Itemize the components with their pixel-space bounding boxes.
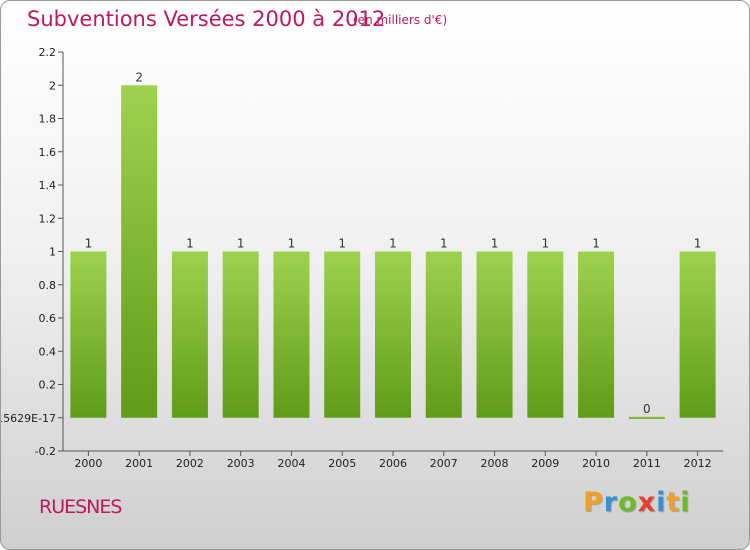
bar [375, 251, 411, 418]
bar [425, 251, 462, 418]
y-tick-label: 1.4 [39, 179, 57, 192]
bar [628, 416, 665, 419]
bar-value-label: 1 [338, 237, 346, 251]
bar-value-label: 1 [694, 237, 702, 251]
y-tick-label: 0.6 [39, 312, 57, 325]
x-tick-label: 2001 [125, 457, 153, 470]
y-tick-label: -0.2 [35, 445, 56, 458]
logo-letter: i [680, 487, 691, 518]
bar [70, 251, 107, 418]
x-tick-label: 2007 [430, 457, 458, 470]
bar-value-label: 2 [135, 70, 143, 84]
x-tick-label: 2011 [633, 457, 661, 470]
y-tick-label: 1.8 [39, 113, 57, 126]
bar-value-label: 1 [288, 237, 296, 251]
unit-note: (en milliers d'€) [353, 13, 448, 27]
bar [679, 251, 716, 418]
x-tick-label: 2000 [74, 457, 102, 470]
bar [273, 251, 310, 418]
bar-value-label: 1 [592, 237, 600, 251]
town-name: RUESNES [39, 496, 122, 518]
bar-value-label: 1 [389, 237, 397, 251]
y-tick-label: 1.2 [39, 212, 57, 225]
bar [324, 251, 361, 418]
y-tick-label: 2 [49, 79, 56, 92]
x-tick-label: 2003 [227, 457, 255, 470]
x-tick-label: 2002 [176, 457, 204, 470]
chart-title: Subventions Versées 2000 à 2012 [27, 7, 386, 31]
logo-letter: t [666, 487, 681, 518]
proxiti-logo[interactable]: Proxiti [583, 487, 691, 518]
x-tick-label: 2012 [684, 457, 712, 470]
y-tick-label: 2.2 [39, 46, 57, 59]
x-tick-label: 2006 [379, 457, 407, 470]
x-tick-label: 2005 [328, 457, 356, 470]
bar-value-label: 1 [491, 237, 499, 251]
logo-letter: i [656, 487, 667, 518]
logo-letter: o [618, 487, 638, 518]
x-tick-label: 2008 [481, 457, 509, 470]
bar [578, 251, 615, 418]
logo-letter: P [583, 487, 604, 518]
logo-letter: r [603, 487, 619, 518]
bar-value-label: 1 [541, 237, 549, 251]
bar [121, 85, 158, 418]
x-tick-label: 2009 [531, 457, 559, 470]
x-tick-label: 2010 [582, 457, 610, 470]
x-tick-label: 2004 [277, 457, 305, 470]
y-tick-label: 1.6 [39, 146, 57, 159]
y-tick-label: -15629E-17 [1, 412, 56, 425]
y-tick-label: 0.8 [39, 279, 57, 292]
bar-value-label: 1 [186, 237, 194, 251]
y-tick-label: 0.4 [39, 345, 57, 358]
bar-value-label: 1 [237, 237, 245, 251]
bar [527, 251, 564, 418]
bar-value-label: 1 [440, 237, 448, 251]
bar [476, 251, 513, 418]
logo-letter: x [637, 487, 657, 518]
bar-value-label: 1 [85, 237, 93, 251]
y-tick-label: 0.2 [39, 379, 57, 392]
bar-value-label: 0 [643, 402, 651, 416]
bar [171, 251, 208, 418]
bar [222, 251, 259, 418]
y-tick-label: 1 [49, 246, 56, 259]
